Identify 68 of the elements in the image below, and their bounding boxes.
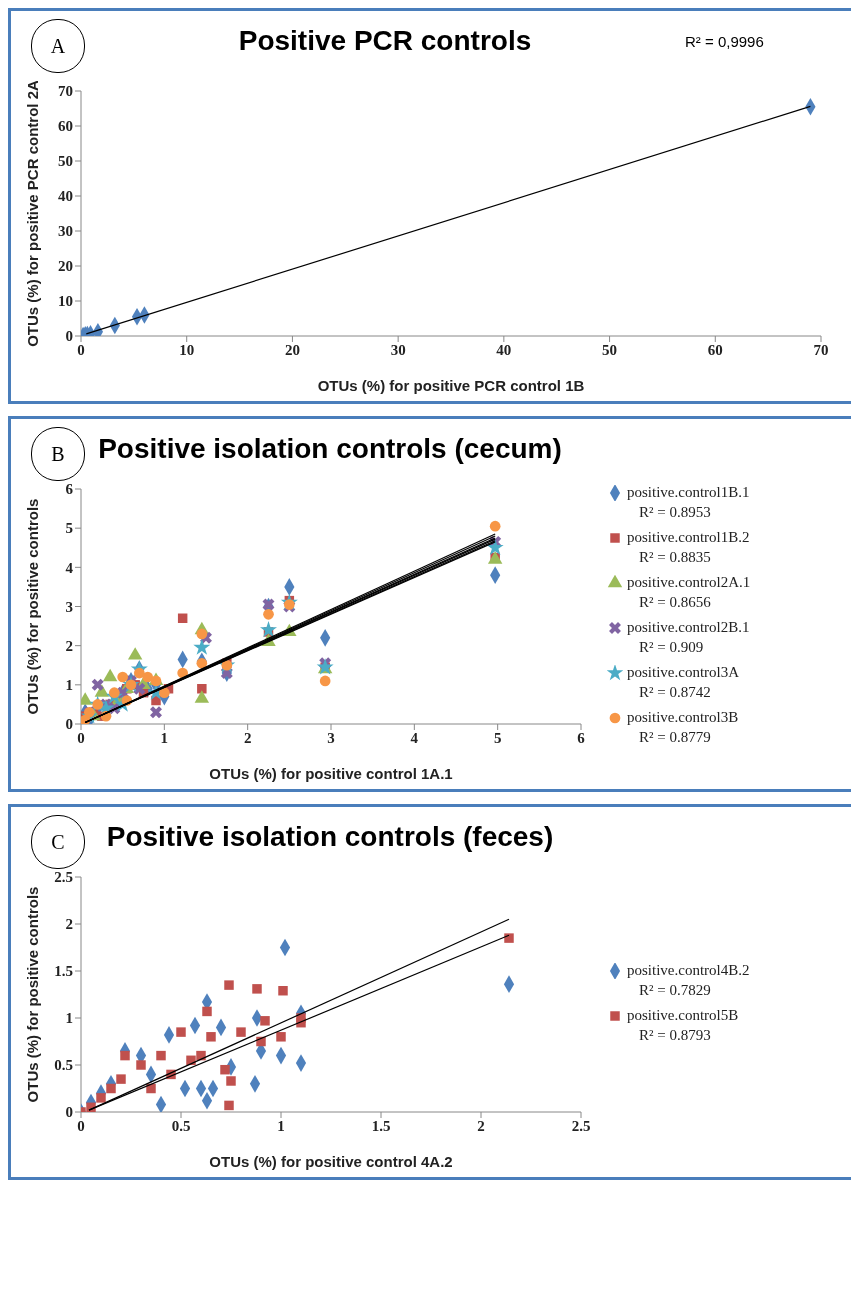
y-tick-label: 3: [65, 598, 73, 615]
legend-label: positive.control3A: [627, 664, 740, 681]
legend-label: positive.control2B.1: [627, 619, 750, 636]
y-tick-label: 2.5: [54, 869, 73, 886]
x-tick-label: 1.5: [371, 1117, 391, 1134]
x-axis-title: OTUs (%) for positive PCR control 1B: [317, 377, 585, 394]
y-tick-label: 0: [65, 1104, 73, 1121]
x-tick-label: 70: [813, 341, 829, 358]
legend-label: positive.control5B: [627, 1007, 739, 1024]
y-tick-label: 5: [65, 520, 73, 537]
x-axis-title: OTUs (%) for positive control 1A.1: [209, 765, 453, 782]
y-tick-label: 2: [65, 637, 73, 654]
y-tick-label: 30: [58, 223, 73, 240]
x-tick-label: 2: [243, 729, 252, 746]
y-axis-title: OTUs (%) for positive controls: [24, 886, 42, 1103]
x-tick-label: 3: [327, 729, 335, 746]
x-tick-label: 2: [477, 1117, 485, 1134]
text: R² = 0.8793: [639, 1027, 712, 1044]
legend-label: positive.control2A.1: [627, 574, 751, 591]
y-tick-label: 2: [65, 916, 73, 933]
y-axis-title: OTUs (%) for positive controls: [24, 498, 42, 715]
y-tick-label: 4: [65, 559, 74, 576]
y-tick-label: 6: [65, 481, 74, 498]
text: R² = 0,9996: [685, 32, 764, 50]
x-tick-label: 0: [77, 341, 85, 358]
legend-label: positive.control3B: [627, 709, 739, 726]
text: R² = 0.8953: [639, 504, 712, 521]
x-tick-label: 10: [179, 341, 195, 358]
x-tick-label: 5: [493, 729, 502, 746]
y-tick-label: 1.5: [54, 963, 73, 980]
x-axis-title: OTUs (%) for positive control 4A.2: [209, 1153, 453, 1170]
text: R² = 0.8742: [639, 684, 712, 701]
x-tick-label: 0: [77, 729, 85, 746]
legend-label: positive.control1B.1: [627, 484, 750, 501]
x-tick-label: 6: [577, 729, 586, 746]
y-tick-label: 10: [58, 293, 73, 310]
y-tick-label: 1: [65, 1010, 73, 1027]
x-tick-label: 20: [284, 341, 300, 358]
chart-title: Positive isolation controls (feces): [105, 820, 555, 853]
y-tick-label: 50: [58, 153, 73, 170]
text: R² = 0.8779: [639, 729, 712, 746]
x-tick-label: 1: [160, 729, 169, 746]
x-tick-label: 30: [390, 341, 406, 358]
legend-label: positive.control4B.2: [627, 962, 750, 979]
legend-label: positive.control1B.2: [627, 529, 750, 546]
x-tick-label: 2.5: [571, 1117, 591, 1134]
text: R² = 0.7829: [639, 982, 712, 999]
y-axis-title: OTUs (%) for positive PCR control 2A: [24, 79, 42, 347]
text: R² = 0.8656: [639, 594, 712, 611]
x-tick-label: 1: [277, 1117, 285, 1134]
text: R² = 0.8835: [639, 549, 712, 566]
x-tick-label: 60: [707, 341, 723, 358]
x-tick-label: 0: [77, 1117, 85, 1134]
y-tick-label: 0: [65, 716, 73, 733]
y-tick-label: 60: [58, 118, 73, 135]
x-tick-label: 0.5: [171, 1117, 191, 1134]
y-tick-label: 0.5: [54, 1057, 73, 1074]
x-tick-label: 50: [602, 341, 618, 358]
y-tick-label: 40: [58, 188, 73, 205]
y-tick-label: 20: [58, 258, 73, 275]
y-tick-label: 0: [65, 328, 73, 345]
chart-title: Positive PCR controls: [237, 24, 533, 57]
chart-title: Positive isolation controls (cecum): [97, 432, 563, 465]
x-tick-label: 4: [410, 729, 419, 746]
y-tick-label: 70: [58, 83, 73, 100]
text: R² = 0.909: [639, 639, 705, 656]
y-tick-label: 1: [65, 677, 73, 694]
x-tick-label: 40: [496, 341, 512, 358]
